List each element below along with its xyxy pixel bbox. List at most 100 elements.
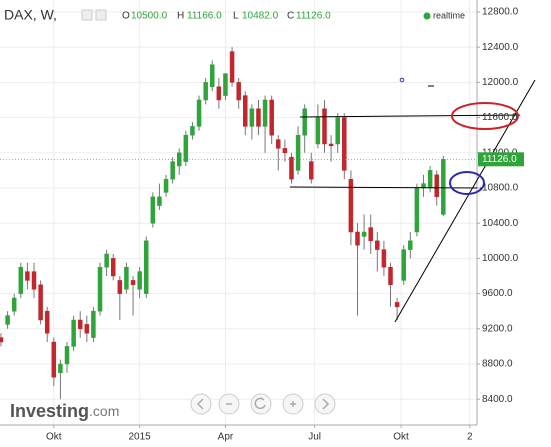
ohlc-label: O [122,11,130,22]
header: DAX, W, O 10500.0 H 11166.0 L 10482.0 C … [4,7,465,23]
point-marker [399,77,405,83]
candle-body [137,271,142,290]
candle-body [183,134,189,162]
candle-body [315,117,321,145]
candle-body [196,99,202,127]
candle-body [210,64,215,88]
ohlc-value: 10500.0 [131,11,168,22]
candle-body [414,187,420,233]
candle-body [44,310,50,334]
candle-body [348,178,354,233]
candle-body [427,170,433,189]
candle-body [282,148,288,154]
ohlc-value: 11126.0 [296,11,331,22]
candle-body [203,82,208,101]
y-tick-label: 11600.0 [482,112,518,123]
x-tick-label: Apr [218,432,234,443]
button-icons [196,397,330,410]
candle-body [441,159,446,215]
candle-body [97,266,103,312]
candle-body [229,51,235,83]
brand: Investing.com [10,401,119,421]
candle-body [401,249,406,281]
y-tick-label: 9600.0 [482,288,513,299]
candle-body [249,108,255,127]
y-tick-label: 10800.0 [482,183,519,194]
candle-body [124,266,129,290]
icon[interactable] [95,9,107,21]
candle-body [117,280,123,294]
candle-body [368,227,373,242]
candle-body [170,161,175,180]
x-tick-label: Okt [393,432,409,443]
candle-body [51,341,57,378]
candle-body [322,108,327,145]
candle-body [309,161,314,180]
candle-body [91,310,96,338]
candle-body [5,315,10,325]
ohlc-label: H [177,11,184,22]
y-tick-label: 12000.0 [482,77,519,88]
candle-body [77,319,83,330]
icon[interactable] [81,9,93,21]
candle-body [388,266,393,286]
candle-body [163,178,169,193]
drawings [289,77,536,323]
candle-body [84,324,90,334]
symbol: DAX, W, [4,7,57,23]
candle-body [302,108,307,136]
trend-line [394,79,536,323]
candle-body [150,196,156,224]
candle-body [157,196,162,206]
status: realtime [433,10,465,20]
candle-body [0,337,4,343]
candle-body [31,271,37,290]
highlight-ellipse [449,171,485,195]
reset-button[interactable] [250,393,272,415]
candle-body [295,134,301,171]
x-tick-label: 2 [467,432,473,443]
candle-body [38,284,43,321]
scroll-left-button[interactable] [190,393,212,415]
candle-body [381,249,387,268]
candle-body [408,240,413,250]
candle-body [335,117,340,145]
last-price-box [478,152,524,167]
candle-body [289,156,294,180]
candle-body [216,86,222,101]
brand-name: Investing [10,401,89,421]
candle-body [64,346,70,365]
scroll-right-button[interactable] [314,393,336,415]
ohlc-value: 11166.0 [187,11,222,22]
y-tick-label: 10000.0 [482,253,519,264]
candle-body [269,99,274,136]
candle-body [130,280,136,286]
candle-body [190,126,195,136]
candle-body [434,174,439,198]
candle-body [25,271,30,281]
ohlc-label: L [233,11,239,22]
candle-body [71,319,76,347]
candle-body [375,240,380,250]
candle-body [243,95,248,127]
candle-body [58,363,63,374]
last-price-label: 11126.0 [482,154,517,165]
y-tick-label: 10400.0 [482,218,519,229]
x-tick-label: 2015 [129,432,152,443]
candle-body [394,302,400,308]
candle-body [18,266,24,294]
candle-body [104,253,109,268]
ohlc-label: C [287,11,294,22]
candle-body [143,240,149,294]
x-tick-label: Jul [308,432,321,443]
candle-body [223,73,228,96]
ohlc-value: 10482.0 [242,11,279,22]
brand-suffix: .com [89,403,119,419]
candle-body [355,231,360,246]
candle-body [262,99,268,127]
candle-body [256,108,261,127]
candle-body [11,297,17,312]
trend-line [289,186,483,189]
y-tick-label: 8800.0 [482,359,513,370]
